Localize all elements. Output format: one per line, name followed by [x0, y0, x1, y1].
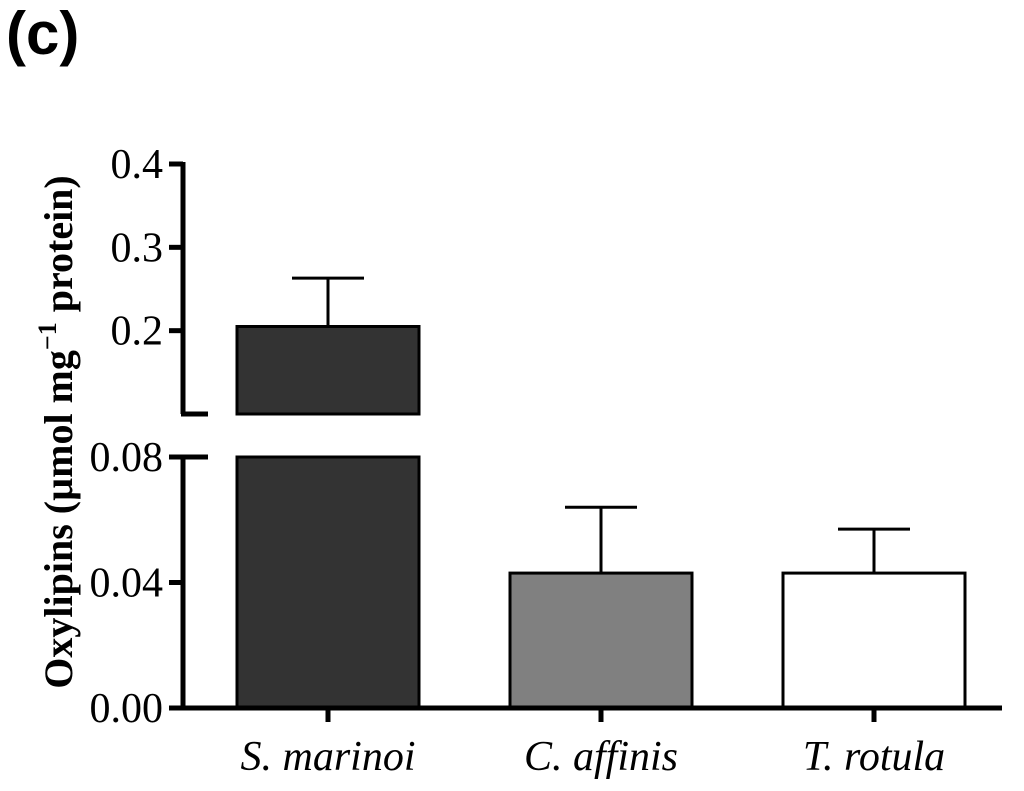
y-tick-label: 0.08	[90, 435, 164, 481]
x-category-label: S. marinoi	[240, 734, 415, 780]
y-tick-label: 0.4	[111, 142, 164, 188]
y-tick-label: 0.00	[90, 686, 164, 732]
y-axis-title: Oxylipins (µmol mg−1 protein)	[33, 175, 81, 689]
bar-upper	[235, 325, 421, 416]
y-tick-label: 0.3	[111, 225, 164, 271]
y-axis-title-sup: −1	[33, 322, 62, 350]
bars-layer	[235, 276, 967, 710]
panel-label: (c)	[6, 0, 80, 67]
axes-layer	[169, 161, 1002, 722]
x-category-label: C. affinis	[524, 734, 678, 780]
y-axis-title-main: Oxylipins (µmol mg	[36, 350, 81, 689]
bar-lower	[235, 455, 421, 710]
bar	[508, 571, 694, 710]
y-axis-title-tail: protein)	[36, 175, 81, 322]
labels-layer: 0.00 0.04 0.08 0.2 0.3 0.4 S. marinoi C. affini…	[90, 142, 946, 780]
y-tick-label: 0.04	[90, 561, 164, 607]
y-tick-label: 0.2	[111, 309, 164, 355]
bar	[781, 571, 967, 710]
x-category-label: T. rotula	[803, 734, 945, 780]
